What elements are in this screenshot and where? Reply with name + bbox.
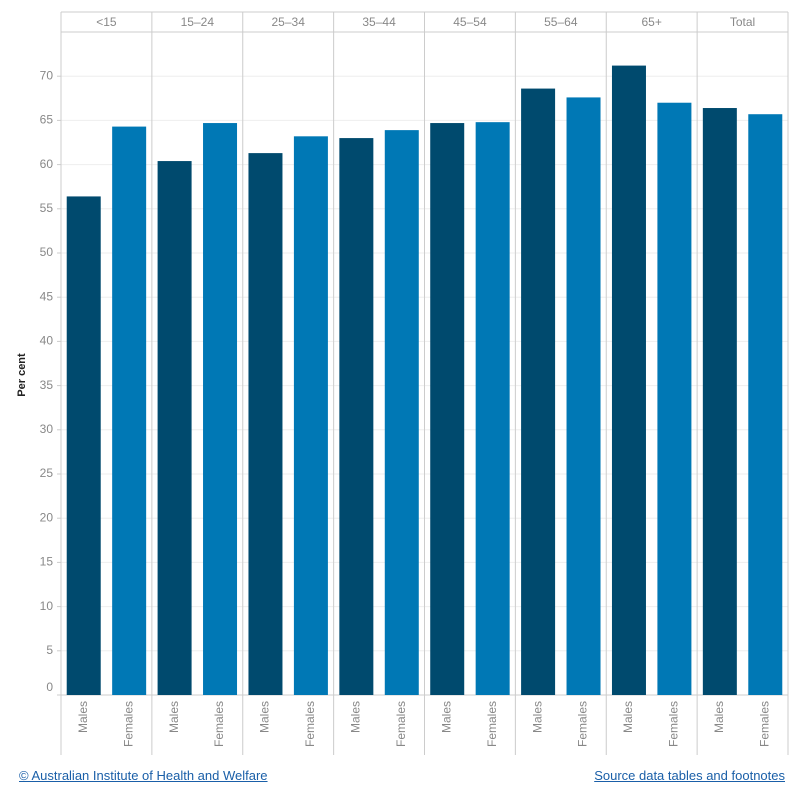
y-tick-label: 5 bbox=[46, 643, 53, 657]
y-tick-label: 50 bbox=[40, 245, 54, 259]
chart: Per cent 0 5 10 15 20 25 30 35 40 45 50 55 60 65 70 <15… bbox=[16, 11, 789, 755]
y-tick-label: 70 bbox=[40, 68, 54, 82]
y-tick-label: 0 bbox=[46, 680, 53, 694]
x-tick-label: Males bbox=[258, 701, 272, 733]
bar bbox=[293, 136, 328, 695]
y-tick-label: 30 bbox=[40, 422, 54, 436]
bar bbox=[702, 108, 737, 696]
x-tick-label: Males bbox=[530, 701, 544, 733]
x-tick-label: Females bbox=[485, 701, 499, 747]
panel-header: 65+ bbox=[642, 15, 662, 29]
panel-header: 55–64 bbox=[544, 15, 578, 29]
bar bbox=[475, 122, 510, 696]
bar bbox=[657, 102, 692, 696]
panel-header: <15 bbox=[96, 15, 117, 29]
x-tick-label: Males bbox=[712, 701, 726, 733]
panel-header: 35–44 bbox=[362, 15, 396, 29]
bar bbox=[112, 126, 147, 695]
y-tick-label: 45 bbox=[40, 289, 54, 303]
bar bbox=[248, 153, 283, 695]
x-tick-label: Females bbox=[394, 701, 408, 747]
y-tick-label: 65 bbox=[40, 113, 54, 127]
x-tick-label: Males bbox=[349, 701, 363, 733]
y-axis-label: Per cent bbox=[16, 353, 28, 397]
x-tick-label: Females bbox=[576, 701, 590, 747]
panel-header: 45–54 bbox=[453, 15, 487, 29]
x-tick-label: Females bbox=[212, 701, 226, 747]
x-tick-label: Males bbox=[76, 701, 90, 733]
panel-header: Total bbox=[730, 15, 755, 29]
bar bbox=[66, 196, 101, 695]
x-tick-label: Males bbox=[167, 701, 181, 733]
panel-header: 25–34 bbox=[272, 15, 306, 29]
x-tick-label: Females bbox=[667, 701, 681, 747]
bar bbox=[430, 123, 465, 695]
x-tick-label: Males bbox=[621, 701, 635, 733]
y-tick-label: 20 bbox=[40, 510, 54, 524]
y-tick-label: 55 bbox=[40, 201, 54, 215]
bar bbox=[521, 88, 556, 696]
y-tick-label: 35 bbox=[40, 378, 54, 392]
x-tick-label: Females bbox=[121, 701, 135, 747]
bar bbox=[384, 130, 419, 695]
y-tick-label: 15 bbox=[40, 555, 54, 569]
y-tick-label: 40 bbox=[40, 334, 54, 348]
bar bbox=[339, 138, 374, 695]
y-tick-label: 10 bbox=[40, 599, 54, 613]
x-tick-label: Females bbox=[757, 701, 771, 747]
footer-link[interactable]: © Australian Institute of Health and Wel… bbox=[19, 768, 268, 783]
bar bbox=[157, 161, 192, 696]
bar bbox=[203, 123, 238, 695]
y-tick-label: 60 bbox=[40, 157, 54, 171]
x-tick-label: Males bbox=[439, 701, 453, 733]
bar bbox=[748, 114, 783, 696]
footer-link[interactable]: Source data tables and footnotes bbox=[594, 768, 785, 783]
bar bbox=[611, 65, 646, 696]
bar bbox=[566, 97, 601, 695]
y-tick-label: 25 bbox=[40, 466, 54, 480]
panel-header: 15–24 bbox=[181, 15, 215, 29]
x-tick-label: Females bbox=[303, 701, 317, 747]
